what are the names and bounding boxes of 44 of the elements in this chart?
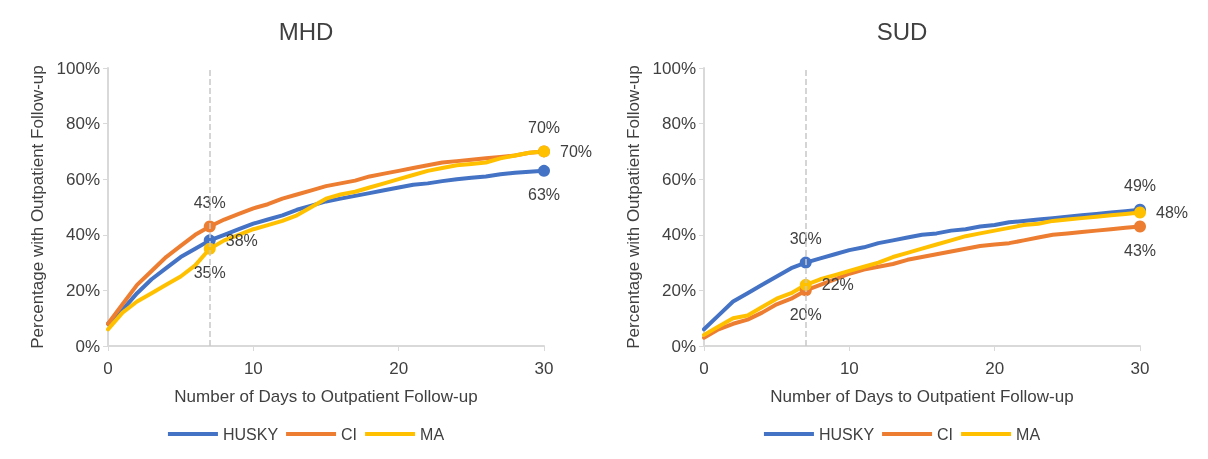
legend-label: HUSKY xyxy=(818,425,875,443)
chart-title: SUD xyxy=(876,17,928,45)
y-tick-label: 100% xyxy=(652,58,696,78)
y-tick-label: 0% xyxy=(671,336,696,356)
y-tick-label: 60% xyxy=(65,169,100,189)
chart-title: MHD xyxy=(278,17,334,45)
y-tick-label: 40% xyxy=(65,225,100,245)
x-tick-label: 20 xyxy=(389,359,409,378)
data-label: 30% xyxy=(789,230,822,248)
legend-label: CI xyxy=(341,425,358,443)
y-tick-label: 20% xyxy=(65,280,100,300)
data-label: 38% xyxy=(225,231,258,249)
x-tick-label: 10 xyxy=(243,359,263,378)
y-tick-label: 100% xyxy=(56,58,100,78)
legend-label: MA xyxy=(1016,425,1041,443)
y-tick-label: 60% xyxy=(661,169,696,189)
y-tick-label: 80% xyxy=(661,114,696,134)
data-label: 63% xyxy=(527,186,561,204)
data-label: 43% xyxy=(193,193,226,211)
data-label: 22% xyxy=(821,276,854,294)
data-label: 70% xyxy=(560,142,593,160)
y-axis-title: Percentage with Outpatient Follow-up xyxy=(623,65,643,349)
data-label: 70% xyxy=(527,118,561,136)
y-tick-label: 0% xyxy=(75,336,100,356)
data-label: 20% xyxy=(789,305,822,323)
x-axis-title: Number of Days to Outpatient Follow-up xyxy=(174,387,478,406)
x-tick-label: 30 xyxy=(1130,359,1150,378)
y-axis-title: Percentage with Outpatient Follow-up xyxy=(27,65,47,349)
data-label: 49% xyxy=(1123,177,1157,195)
data-label: 35% xyxy=(193,264,226,282)
legend-label: MA xyxy=(420,425,445,443)
data-label: 43% xyxy=(1123,241,1157,259)
y-tick-label: 40% xyxy=(661,225,696,245)
x-tick-label: 0 xyxy=(103,359,113,378)
legend-label: HUSKY xyxy=(222,425,279,443)
data-label: 48% xyxy=(1156,204,1189,222)
x-tick-label: 10 xyxy=(839,359,859,378)
x-tick-label: 20 xyxy=(985,359,1005,378)
x-axis-title: Number of Days to Outpatient Follow-up xyxy=(770,387,1074,406)
legend-label: CI xyxy=(937,425,954,443)
x-tick-label: 30 xyxy=(534,359,554,378)
x-tick-label: 0 xyxy=(699,359,709,378)
y-tick-label: 80% xyxy=(65,114,100,134)
y-tick-label: 20% xyxy=(661,280,696,300)
